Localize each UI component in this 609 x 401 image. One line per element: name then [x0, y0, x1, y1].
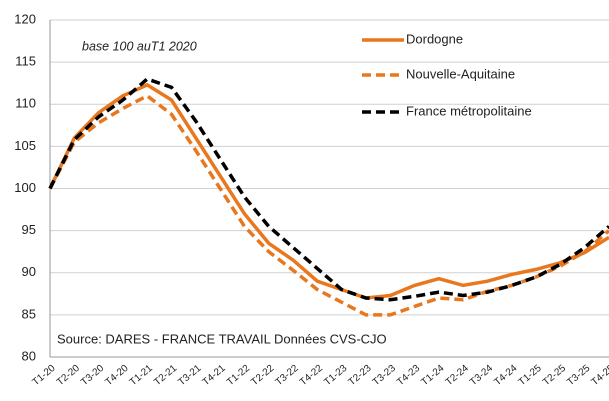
x-tick-label: T2-24 [444, 363, 471, 388]
y-tick-label: 115 [15, 54, 36, 69]
source-box [54, 327, 434, 351]
series-line [48, 82, 609, 300]
series-line [48, 76, 609, 302]
x-tick-label: T2-23 [346, 363, 373, 388]
y-tick-label: 110 [15, 96, 36, 111]
x-tick-label: T3-23 [371, 363, 398, 388]
x-tick-label: T1-24 [419, 363, 446, 388]
y-tick-label: 105 [14, 138, 36, 153]
x-tick-label: T3-25 [565, 363, 592, 388]
annotation: base 100 auT1 2020 [82, 39, 197, 53]
x-tick-label: T3-20 [79, 363, 106, 388]
x-tick-label: T1-23 [322, 363, 349, 388]
annotation: Source: DARES - FRANCE TRAVAIL Données C… [57, 331, 387, 346]
x-tick-label: T3-24 [468, 363, 495, 388]
x-tick-label: T1-22 [225, 363, 252, 388]
x-tick-label: T2-20 [55, 363, 82, 388]
x-tick-label: T4-22 [298, 363, 325, 388]
legend-label: Nouvelle-Aquitaine [406, 66, 515, 81]
x-tick-label: T3-21 [176, 363, 203, 388]
x-tick-label: T2-21 [152, 363, 179, 388]
x-tick-label: T3-22 [274, 363, 301, 388]
x-tick-label: T4-24 [492, 363, 519, 388]
y-tick-label: 120 [14, 11, 36, 26]
x-tick-label: T2-22 [249, 363, 276, 388]
series-line [48, 93, 609, 317]
x-tick-label: T2-25 [541, 363, 568, 388]
y-tick-label: 90 [22, 264, 36, 279]
x-tick-label: T1-25 [517, 363, 544, 388]
x-tick-label: T1-20 [31, 363, 58, 388]
y-tick-label: 95 [22, 222, 36, 237]
x-tick-label: T4-21 [201, 363, 228, 388]
x-tick-label: T4-20 [103, 363, 130, 388]
legend-label: Dordogne [406, 31, 463, 46]
y-tick-label: 80 [22, 348, 36, 363]
x-tick-label: T4-25 [590, 363, 609, 388]
x-tick-label: T1-21 [128, 363, 155, 388]
legend-label: France métropolitaine [406, 103, 532, 118]
y-tick-label: 85 [22, 306, 36, 321]
y-tick-label: 100 [14, 180, 36, 195]
x-tick-label: T4-23 [395, 363, 422, 388]
